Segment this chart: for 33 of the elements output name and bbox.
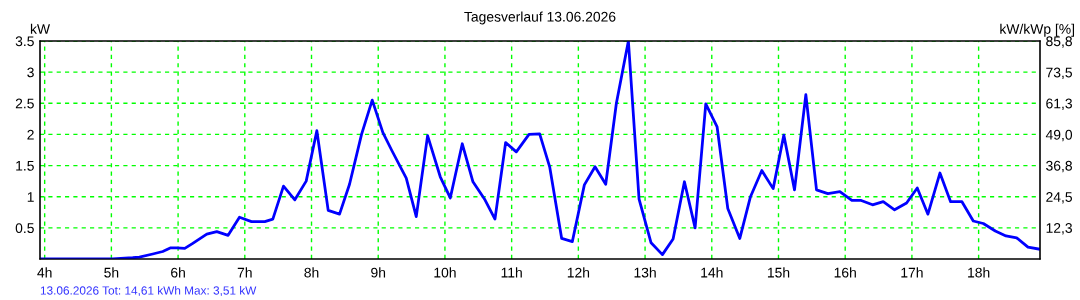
x-tick-label: 12h	[567, 267, 590, 278]
chart-title: Tagesverlauf 13.06.2026	[464, 11, 616, 25]
x-tick-label: 5h	[104, 267, 119, 278]
y-tick-label: 3	[27, 67, 34, 78]
x-tick-label: 15h	[767, 267, 790, 278]
y-tick-label: 3.5	[15, 36, 34, 47]
y-tick-label: 1	[27, 192, 34, 202]
text: 13.06.2026 Tot: 14,61 kWh Max: 3,51 kW	[40, 285, 257, 297]
x-tick-label: 17h	[901, 267, 923, 278]
y2-tick-label: 12,3	[1046, 223, 1072, 235]
y2-tick-label: 24,5	[1046, 192, 1073, 204]
y-tick-label: 2	[27, 129, 34, 140]
x-tick-label: 9h	[371, 267, 386, 278]
x-tick-label: 16h	[834, 267, 856, 278]
y-tick-label: 0.5	[15, 223, 34, 234]
y2-tick-label: 73,5	[1046, 67, 1073, 80]
x-tick-label: 18h	[968, 267, 990, 278]
x-tick-label: 11h	[501, 267, 522, 278]
y-tick-label: 2.5	[15, 98, 34, 109]
y-axis-title: kW	[30, 23, 51, 34]
y2-tick-label: 36,8	[1046, 160, 1072, 173]
y-tick-label: 1.5	[16, 161, 34, 171]
x-tick-label: 6h	[171, 267, 185, 278]
x-tick-label: 4h	[37, 267, 52, 278]
y2-tick-label: 85,8	[1046, 36, 1072, 48]
x-tick-label: 13h	[634, 267, 656, 278]
x-tick-label: 10h	[434, 267, 456, 278]
y2-tick-label: 49,0	[1045, 129, 1073, 142]
x-tick-label: 8h	[304, 267, 319, 278]
x-tick-label: 7h	[237, 267, 252, 278]
x-tick-label: 14h	[701, 267, 723, 278]
y2-tick-label: 61,3	[1046, 98, 1072, 111]
y2-axis-title: kW/kWp [%]	[1000, 23, 1075, 37]
